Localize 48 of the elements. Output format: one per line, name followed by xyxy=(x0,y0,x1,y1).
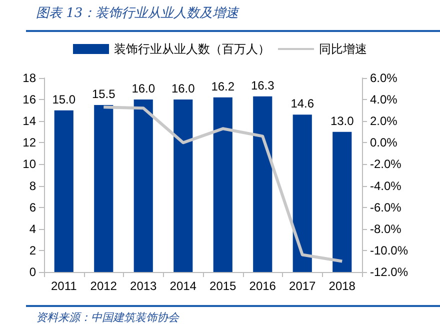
data-label: 16.0 xyxy=(171,82,196,96)
bar xyxy=(253,96,272,272)
x-tick-label: 2017 xyxy=(289,279,316,293)
data-label: 13.0 xyxy=(330,114,354,128)
y2-tick-label: -2.0% xyxy=(370,157,402,172)
bar xyxy=(54,110,74,272)
data-label: 14.6 xyxy=(290,96,314,111)
y2-tick-label: -12.0% xyxy=(370,265,408,279)
x-tick-label: 2018 xyxy=(328,279,356,293)
y2-tick-label: -10.0% xyxy=(370,243,408,258)
x-tick-label: 2012 xyxy=(90,279,118,293)
y-tick-label: 8 xyxy=(29,178,36,193)
x-tick-label: 2015 xyxy=(210,279,237,293)
bar xyxy=(134,100,153,272)
bar xyxy=(94,104,114,272)
bar xyxy=(213,97,232,272)
y2-tick-label: -4.0% xyxy=(370,178,402,193)
data-label: 16.0 xyxy=(132,82,156,96)
x-tick-label: 2011 xyxy=(50,279,78,293)
data-label: 16.3 xyxy=(250,78,275,92)
x-tick-label: 2016 xyxy=(249,279,276,293)
y-tick-label: 6 xyxy=(29,200,36,214)
chart-title: 图表 13：装饰行业从业人数及增速 xyxy=(36,5,239,22)
y-tick-label: 4 xyxy=(29,222,36,236)
data-label: 16.2 xyxy=(211,79,235,94)
y-tick-label: 10 xyxy=(22,157,36,172)
legend-label: 装饰行业从业人数（百万人） xyxy=(114,42,270,56)
data-label: 15.5 xyxy=(92,86,116,101)
x-tick-label: 2014 xyxy=(170,279,197,293)
y-tick-label: 18 xyxy=(22,71,36,85)
y-tick-label: 16 xyxy=(22,92,36,107)
bar xyxy=(174,100,193,272)
y2-tick-label: 0.0% xyxy=(370,136,398,150)
y2-tick-label: -6.0% xyxy=(370,200,402,214)
bar xyxy=(332,132,352,272)
y-tick-label: 2 xyxy=(29,243,36,258)
y2-tick-label: 4.0% xyxy=(370,92,398,107)
y-tick-label: 12 xyxy=(22,136,36,150)
y-tick-label: 0 xyxy=(29,265,36,279)
legend-label: 同比增速 xyxy=(319,42,367,56)
text: 资料来源：中国建筑装饰协会 xyxy=(36,310,179,325)
x-tick-label: 2013 xyxy=(130,279,158,293)
y-tick-label: 14 xyxy=(22,114,36,128)
bar xyxy=(292,114,312,272)
y2-tick-label: 2.0% xyxy=(370,114,398,128)
y2-tick-label: 6.0% xyxy=(370,71,398,85)
data-label: 15.0 xyxy=(52,92,76,106)
y2-tick-label: -8.0% xyxy=(370,222,402,236)
